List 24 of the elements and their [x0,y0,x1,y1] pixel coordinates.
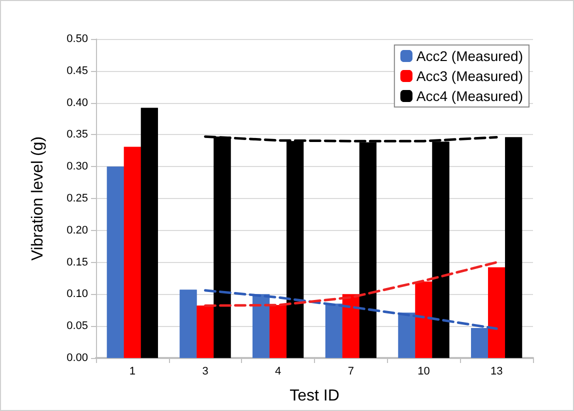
y-tick-label: 0.10 [66,288,88,300]
y-tick-label: 0.00 [66,352,88,364]
y-tick-label: 0.35 [66,128,88,141]
y-tick-label: 0.40 [66,96,88,109]
x-axis-title: Test ID [290,388,340,404]
y-tick-label: 0.30 [66,160,88,173]
legend-label: Acc3 (Measured) [416,68,523,84]
y-tick-label: 0.05 [66,320,88,332]
x-tick-label: 7 [348,366,354,378]
y-tick-label: 0.20 [66,224,88,236]
x-tick-label: 10 [418,366,430,378]
line-series [204,261,498,307]
y-tick-label: 0.15 [66,256,88,268]
x-tick-label: 13 [490,366,503,378]
legend-label: Acc4 (Measured) [416,88,523,104]
y-tick-label: 0.45 [66,64,88,77]
x-tick-label: 1 [129,366,136,378]
y-axis-title: Vibration level (g) [30,136,46,261]
y-tick-label: 0.25 [66,192,88,204]
y-tick-label: 0.50 [66,33,88,45]
legend-label: Acc2 (Measured) [416,48,523,64]
x-tick-label: 4 [275,366,282,378]
line-series [204,289,498,330]
x-tick-label: 3 [202,366,208,378]
